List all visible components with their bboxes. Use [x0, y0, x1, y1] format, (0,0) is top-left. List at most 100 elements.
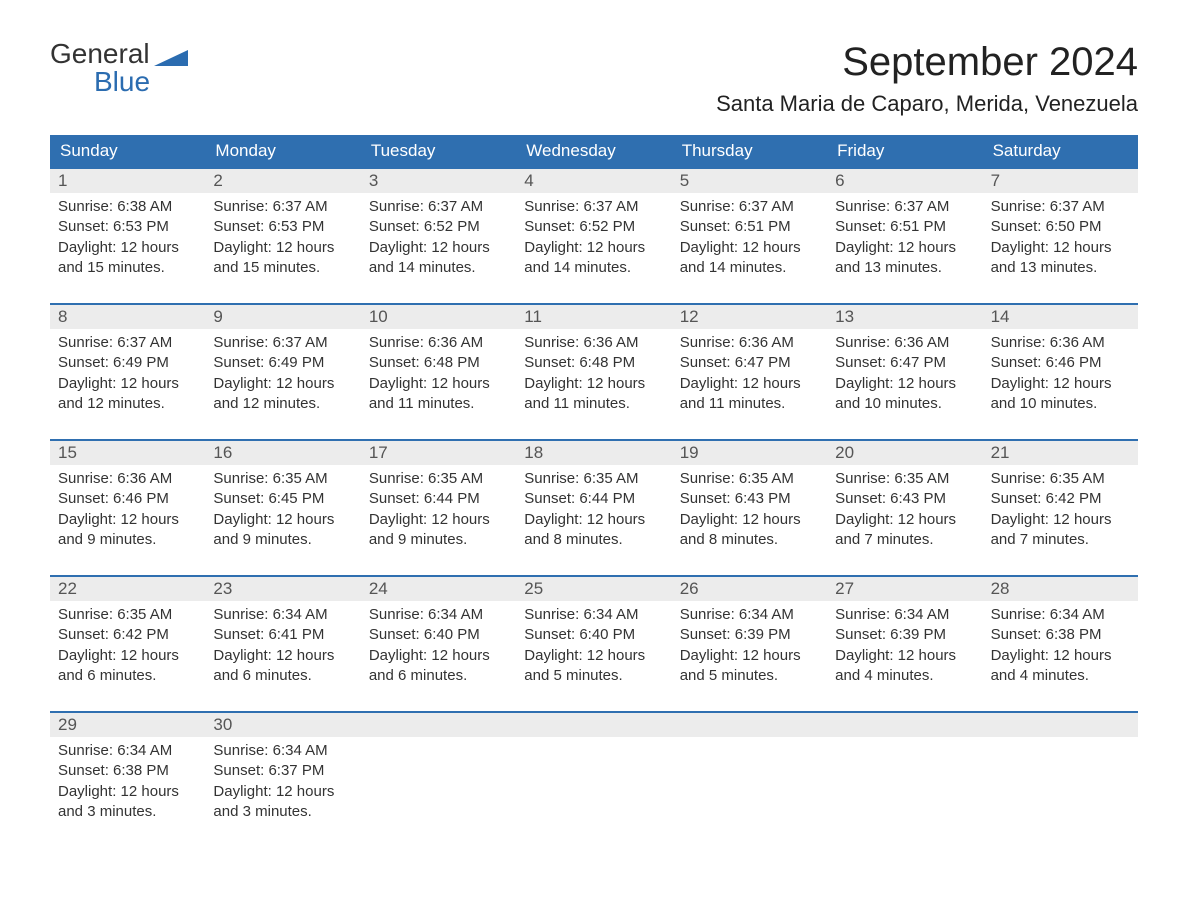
- day-cell: 13Sunrise: 6:36 AMSunset: 6:47 PMDayligh…: [827, 305, 982, 425]
- day-sunrise: Sunrise: 6:35 AM: [680, 469, 819, 489]
- day-cell: 24Sunrise: 6:34 AMSunset: 6:40 PMDayligh…: [361, 577, 516, 697]
- day-body: Sunrise: 6:34 AMSunset: 6:38 PMDaylight:…: [983, 601, 1138, 697]
- day-number: 13: [827, 305, 982, 329]
- day-sunrise: Sunrise: 6:34 AM: [213, 741, 352, 761]
- day-daylight2: and 10 minutes.: [835, 394, 974, 414]
- day-body: Sunrise: 6:35 AMSunset: 6:44 PMDaylight:…: [516, 465, 671, 561]
- day-cell: 2Sunrise: 6:37 AMSunset: 6:53 PMDaylight…: [205, 169, 360, 289]
- day-sunrise: Sunrise: 6:34 AM: [524, 605, 663, 625]
- day-sunset: Sunset: 6:53 PM: [58, 217, 197, 237]
- day-body: Sunrise: 6:35 AMSunset: 6:43 PMDaylight:…: [672, 465, 827, 561]
- day-sunrise: Sunrise: 6:34 AM: [991, 605, 1130, 625]
- day-daylight1: Daylight: 12 hours: [991, 238, 1130, 258]
- day-number: 25: [516, 577, 671, 601]
- day-daylight2: and 6 minutes.: [213, 666, 352, 686]
- day-daylight1: Daylight: 12 hours: [991, 510, 1130, 530]
- day-daylight1: Daylight: 12 hours: [680, 238, 819, 258]
- month-title: September 2024: [716, 40, 1138, 85]
- day-sunrise: Sunrise: 6:35 AM: [524, 469, 663, 489]
- day-cell: 27Sunrise: 6:34 AMSunset: 6:39 PMDayligh…: [827, 577, 982, 697]
- day-daylight2: and 3 minutes.: [58, 802, 197, 822]
- day-sunrise: Sunrise: 6:36 AM: [991, 333, 1130, 353]
- day-sunset: Sunset: 6:44 PM: [524, 489, 663, 509]
- day-body: Sunrise: 6:38 AMSunset: 6:53 PMDaylight:…: [50, 193, 205, 289]
- weeks-container: 1Sunrise: 6:38 AMSunset: 6:53 PMDaylight…: [50, 167, 1138, 833]
- day-daylight1: Daylight: 12 hours: [369, 238, 508, 258]
- day-body: Sunrise: 6:35 AMSunset: 6:43 PMDaylight:…: [827, 465, 982, 561]
- day-cell: 26Sunrise: 6:34 AMSunset: 6:39 PMDayligh…: [672, 577, 827, 697]
- day-cell: [672, 713, 827, 833]
- day-number: 2: [205, 169, 360, 193]
- day-number: 19: [672, 441, 827, 465]
- day-number: [827, 713, 982, 737]
- day-cell: 20Sunrise: 6:35 AMSunset: 6:43 PMDayligh…: [827, 441, 982, 561]
- day-cell: 4Sunrise: 6:37 AMSunset: 6:52 PMDaylight…: [516, 169, 671, 289]
- day-daylight1: Daylight: 12 hours: [213, 374, 352, 394]
- day-cell: 15Sunrise: 6:36 AMSunset: 6:46 PMDayligh…: [50, 441, 205, 561]
- day-daylight2: and 15 minutes.: [58, 258, 197, 278]
- day-sunset: Sunset: 6:39 PM: [680, 625, 819, 645]
- day-body: Sunrise: 6:37 AMSunset: 6:52 PMDaylight:…: [516, 193, 671, 289]
- day-sunrise: Sunrise: 6:34 AM: [213, 605, 352, 625]
- day-daylight2: and 9 minutes.: [213, 530, 352, 550]
- day-cell: 21Sunrise: 6:35 AMSunset: 6:42 PMDayligh…: [983, 441, 1138, 561]
- logo-flag-icon: [154, 48, 188, 68]
- day-sunset: Sunset: 6:47 PM: [835, 353, 974, 373]
- day-sunset: Sunset: 6:52 PM: [524, 217, 663, 237]
- day-daylight2: and 14 minutes.: [680, 258, 819, 278]
- day-sunrise: Sunrise: 6:35 AM: [835, 469, 974, 489]
- day-daylight2: and 11 minutes.: [369, 394, 508, 414]
- title-block: September 2024 Santa Maria de Caparo, Me…: [716, 40, 1138, 127]
- day-sunset: Sunset: 6:44 PM: [369, 489, 508, 509]
- day-daylight1: Daylight: 12 hours: [835, 646, 974, 666]
- day-number: 7: [983, 169, 1138, 193]
- day-number: 4: [516, 169, 671, 193]
- day-sunset: Sunset: 6:42 PM: [991, 489, 1130, 509]
- day-daylight1: Daylight: 12 hours: [58, 374, 197, 394]
- day-sunset: Sunset: 6:42 PM: [58, 625, 197, 645]
- day-number: [516, 713, 671, 737]
- day-sunrise: Sunrise: 6:35 AM: [369, 469, 508, 489]
- day-number: [983, 713, 1138, 737]
- day-daylight2: and 12 minutes.: [58, 394, 197, 414]
- day-daylight1: Daylight: 12 hours: [680, 646, 819, 666]
- day-cell: 9Sunrise: 6:37 AMSunset: 6:49 PMDaylight…: [205, 305, 360, 425]
- day-sunset: Sunset: 6:38 PM: [58, 761, 197, 781]
- day-cell: 7Sunrise: 6:37 AMSunset: 6:50 PMDaylight…: [983, 169, 1138, 289]
- day-daylight2: and 11 minutes.: [524, 394, 663, 414]
- dow-wednesday: Wednesday: [516, 135, 671, 167]
- day-body: Sunrise: 6:37 AMSunset: 6:51 PMDaylight:…: [827, 193, 982, 289]
- logo: General Blue: [50, 40, 188, 96]
- day-body: Sunrise: 6:37 AMSunset: 6:53 PMDaylight:…: [205, 193, 360, 289]
- day-sunset: Sunset: 6:47 PM: [680, 353, 819, 373]
- day-number: 9: [205, 305, 360, 329]
- day-body: Sunrise: 6:36 AMSunset: 6:46 PMDaylight:…: [983, 329, 1138, 425]
- dow-saturday: Saturday: [983, 135, 1138, 167]
- day-sunrise: Sunrise: 6:37 AM: [680, 197, 819, 217]
- day-number: 6: [827, 169, 982, 193]
- day-daylight1: Daylight: 12 hours: [524, 374, 663, 394]
- day-cell: 12Sunrise: 6:36 AMSunset: 6:47 PMDayligh…: [672, 305, 827, 425]
- day-body: Sunrise: 6:37 AMSunset: 6:50 PMDaylight:…: [983, 193, 1138, 289]
- dow-friday: Friday: [827, 135, 982, 167]
- day-number: 14: [983, 305, 1138, 329]
- day-daylight2: and 8 minutes.: [524, 530, 663, 550]
- day-cell: 23Sunrise: 6:34 AMSunset: 6:41 PMDayligh…: [205, 577, 360, 697]
- day-sunrise: Sunrise: 6:38 AM: [58, 197, 197, 217]
- day-cell: 3Sunrise: 6:37 AMSunset: 6:52 PMDaylight…: [361, 169, 516, 289]
- day-daylight1: Daylight: 12 hours: [213, 646, 352, 666]
- day-sunrise: Sunrise: 6:35 AM: [991, 469, 1130, 489]
- day-sunrise: Sunrise: 6:34 AM: [369, 605, 508, 625]
- day-body: Sunrise: 6:37 AMSunset: 6:49 PMDaylight:…: [205, 329, 360, 425]
- day-daylight2: and 13 minutes.: [835, 258, 974, 278]
- day-number: 22: [50, 577, 205, 601]
- day-daylight2: and 6 minutes.: [58, 666, 197, 686]
- day-cell: 14Sunrise: 6:36 AMSunset: 6:46 PMDayligh…: [983, 305, 1138, 425]
- day-cell: 29Sunrise: 6:34 AMSunset: 6:38 PMDayligh…: [50, 713, 205, 833]
- day-number: 26: [672, 577, 827, 601]
- day-sunset: Sunset: 6:51 PM: [835, 217, 974, 237]
- day-daylight1: Daylight: 12 hours: [213, 782, 352, 802]
- day-daylight2: and 12 minutes.: [213, 394, 352, 414]
- day-number: [672, 713, 827, 737]
- day-daylight1: Daylight: 12 hours: [680, 374, 819, 394]
